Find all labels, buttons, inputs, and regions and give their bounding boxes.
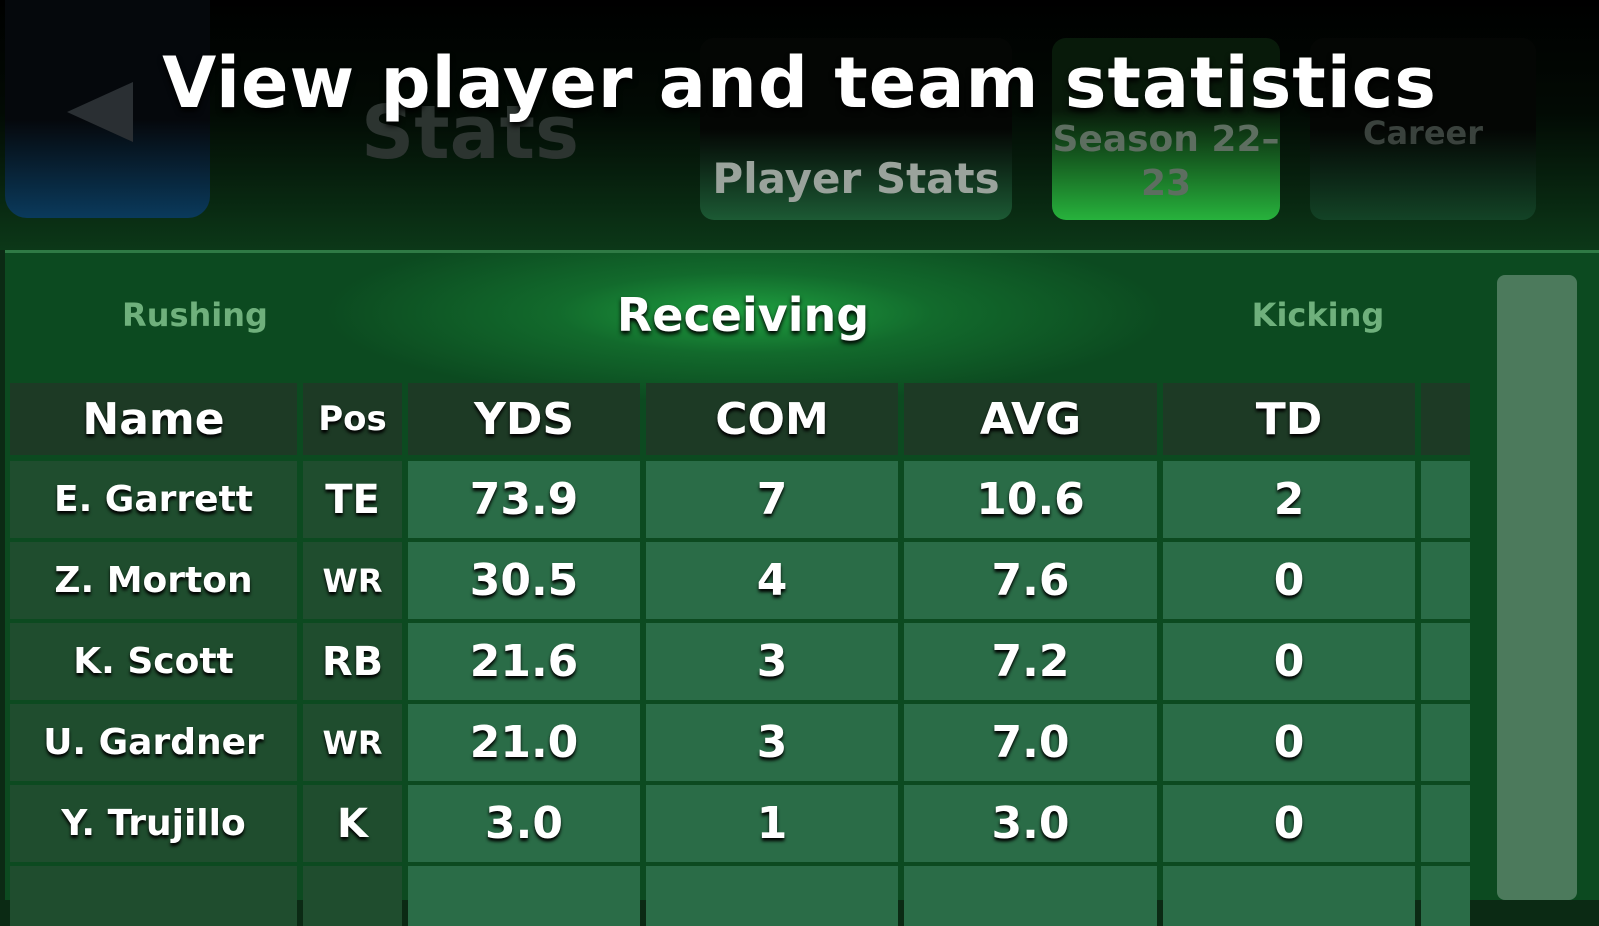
table-cell: 4 (646, 542, 898, 619)
column-header: AVG (904, 383, 1157, 455)
column-header: TD (1163, 383, 1415, 455)
table-cell: 73.9 (408, 461, 640, 538)
tab[interactable]: Season 22–23 (1052, 38, 1280, 220)
column-header: Name (10, 383, 297, 455)
table-cell: 3.0 (408, 785, 640, 862)
table-cell: WR (303, 542, 402, 619)
table-cell: 21.0 (408, 704, 640, 781)
cell-filler (1421, 461, 1470, 538)
table-cell: Y. Trujillo (10, 785, 297, 862)
subtab[interactable]: Kicking (1251, 296, 1385, 334)
table-cell: 21.6 (408, 623, 640, 700)
cell-filler (303, 866, 402, 926)
table-cell: 3.0 (904, 785, 1157, 862)
scrollbar[interactable] (1497, 275, 1577, 900)
table-cell: 30.5 (408, 542, 640, 619)
table-cell: Z. Morton (10, 542, 297, 619)
banner-title: View player and team statistics (162, 42, 1437, 124)
cell-filler (1421, 785, 1470, 862)
table-cell: U. Gardner (10, 704, 297, 781)
table-cell: 3 (646, 704, 898, 781)
table-cell: 7.2 (904, 623, 1157, 700)
cell-filler (1421, 866, 1470, 926)
back-button[interactable] (5, 0, 210, 218)
column-header: YDS (408, 383, 640, 455)
cell-filler (1421, 704, 1470, 781)
column-header: COM (646, 383, 898, 455)
table-cell: 0 (1163, 623, 1415, 700)
table-cell: 10.6 (904, 461, 1157, 538)
column-header: Pos (303, 383, 402, 455)
table-cell: 7.0 (904, 704, 1157, 781)
cell-filler (10, 866, 297, 926)
table-cell: 7 (646, 461, 898, 538)
table-cell: 0 (1163, 542, 1415, 619)
cell-filler (904, 866, 1157, 926)
subtab[interactable]: Receiving (616, 288, 870, 342)
screen-title: Stats (360, 90, 580, 176)
table-cell: K. Scott (10, 623, 297, 700)
table-cell: E. Garrett (10, 461, 297, 538)
table-cell: 1 (646, 785, 898, 862)
table-cell: 0 (1163, 704, 1415, 781)
table-cell: RB (303, 623, 402, 700)
table-cell: 0 (1163, 785, 1415, 862)
back-arrow (67, 82, 133, 142)
cell-filler (1163, 866, 1415, 926)
subtab[interactable]: Rushing (122, 296, 268, 334)
cell-filler (1421, 623, 1470, 700)
header-filler (1421, 383, 1470, 455)
cell-filler (646, 866, 898, 926)
table-cell: WR (303, 704, 402, 781)
table-cell: 2 (1163, 461, 1415, 538)
tab[interactable]: Career (1310, 38, 1536, 220)
cell-filler (1421, 542, 1470, 619)
table-cell: K (303, 785, 402, 862)
tab[interactable]: Player Stats (700, 38, 1012, 220)
table-cell: 7.6 (904, 542, 1157, 619)
table-cell: TE (303, 461, 402, 538)
cell-filler (408, 866, 640, 926)
table-cell: 3 (646, 623, 898, 700)
